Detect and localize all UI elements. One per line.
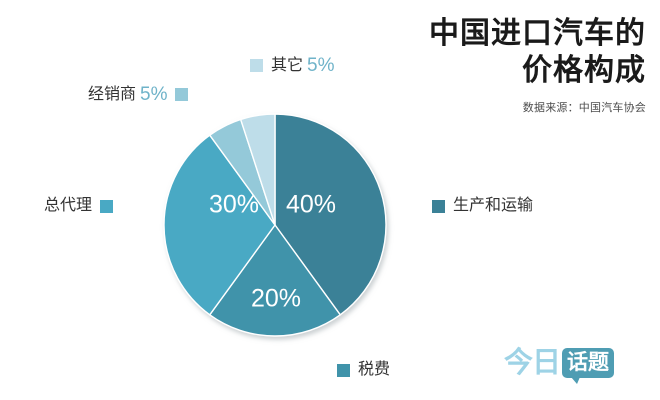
watermark-logo: 今日 话题	[504, 345, 615, 384]
title-block: 中国进口汽车的 价格构成 数据来源：中国汽车协会	[356, 16, 646, 115]
legend-swatch-agent	[100, 199, 114, 213]
legend-percent-dealer: 5%	[140, 84, 168, 105]
watermark-brand-text: 今日	[504, 345, 561, 379]
pie-slice[interactable]	[208, 223, 342, 337]
watermark-bubble: 话题	[562, 348, 615, 384]
legend-item-other[interactable]: 其它 5%	[250, 56, 334, 75]
legend-swatch-other	[250, 59, 263, 72]
pie-slice-labels: 40% 20% 30%	[209, 191, 336, 313]
legend-item-agent[interactable]: 总代理	[44, 197, 114, 214]
pie-slice[interactable]	[239, 113, 276, 226]
page-title-line-1: 中国进口汽车的	[429, 17, 646, 50]
pie-chart-svg: 40% 20% 30%	[163, 113, 387, 337]
legend-label-agent: 总代理	[44, 197, 93, 214]
pie-slice-value-label: 30%	[209, 191, 259, 219]
legend-item-production[interactable]: 生产和运输	[432, 198, 533, 214]
pie-slice-value-label: 20%	[251, 285, 301, 313]
pie-slice[interactable]	[274, 113, 387, 316]
legend-label-other: 其它	[271, 56, 304, 74]
watermark-bubble-text: 话题	[567, 350, 610, 374]
pie-slice-group	[163, 113, 387, 337]
legend-label-production: 生产和运输	[453, 197, 534, 214]
legend-swatch-production	[432, 199, 445, 213]
legend-percent-other: 5%	[307, 55, 335, 76]
legend-swatch-tax	[337, 363, 350, 377]
legend-swatch-dealer	[175, 88, 189, 101]
legend-item-tax[interactable]: 税费	[337, 362, 390, 378]
pie-slice-value-label: 40%	[286, 191, 336, 219]
pie-chart: 40% 20% 30%	[163, 113, 387, 337]
pie-slice[interactable]	[163, 134, 276, 316]
legend-label-dealer: 经销商	[88, 85, 137, 103]
legend-label-tax: 税费	[358, 361, 391, 378]
pie-slices	[163, 113, 387, 337]
data-source-note: 数据来源：中国汽车协会	[522, 102, 646, 115]
page-title-line-2: 价格构成	[522, 53, 646, 87]
legend-item-dealer[interactable]: 经销商 5%	[88, 84, 189, 105]
